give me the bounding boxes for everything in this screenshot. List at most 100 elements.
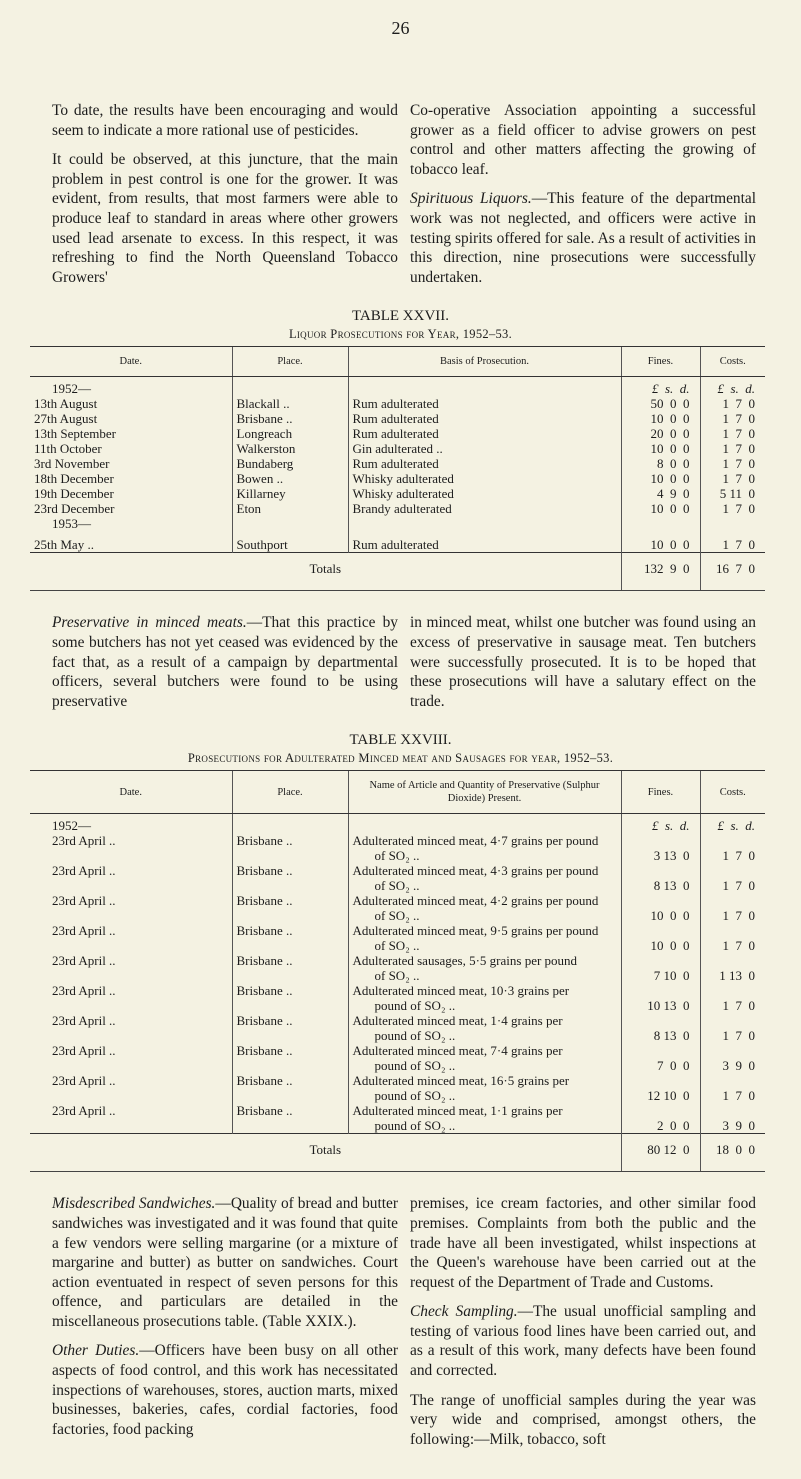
fines-cell: 4 9 0 — [620, 486, 700, 502]
article-cell: Adulterated minced meat, 1·4 grains per p… — [347, 1013, 621, 1044]
top-left-column: To date, the results have been encouragi… — [52, 101, 398, 297]
date-cell: 18th December — [34, 471, 114, 487]
middle-left-column: Preservative in minced meats.—That this … — [52, 613, 398, 721]
date-cell: 23rd April .. — [52, 863, 116, 879]
fines-cell: 2 0 0 — [620, 1103, 700, 1134]
article-line: Adulterated minced meat, 4·2 grains per … — [352, 893, 599, 909]
fines-cell: 10 0 0 — [620, 441, 700, 457]
empty-cell — [620, 516, 700, 532]
minced-meat-prosecutions-table: Date. Place. Name of Article and Quantit… — [30, 770, 765, 1172]
article-line: Adulterated minced meat, 1·4 grains per — [352, 1013, 563, 1029]
table-row: 23rd April .. Brisbane .. Adulterated saus… — [30, 953, 765, 984]
totals-fines: 132 9 0 — [620, 552, 700, 591]
costs-cell: 3 9 0 — [699, 1043, 765, 1074]
article-cell: Adulterated minced meat, 4·7 grains per … — [347, 833, 621, 864]
totals-costs: 16 7 0 — [699, 552, 765, 591]
costs-cell: 5 11 0 — [699, 486, 765, 502]
top-right-column: Co-operative Association appointing a su… — [410, 101, 756, 297]
costs-cell: 1 7 0 — [699, 863, 765, 894]
article-cell: Adulterated minced meat, 4·2 grains per … — [347, 893, 621, 924]
year-label: 1952— — [52, 381, 91, 397]
place-cell: Brisbane .. — [231, 863, 348, 894]
basis-cell: Whisky adulterated — [347, 486, 621, 502]
year-label: 1953— — [52, 516, 91, 532]
paragraph-text: —That this practice by some butchers has… — [52, 614, 398, 710]
year-label: 1952— — [52, 818, 91, 834]
fines-cell: 10 13 0 — [620, 983, 700, 1014]
basis-cell: Whisky adulterated — [347, 471, 621, 487]
place-cell: Walkerston — [231, 441, 348, 457]
costs-cell: 1 7 0 — [699, 456, 765, 472]
place-cell: Brisbane .. — [231, 893, 348, 924]
article-line: pound of SO₂ .. — [374, 1058, 456, 1074]
paragraph-text: —This feature of the departmental work w… — [410, 190, 756, 286]
col-header-basis: Basis of Prosecution. — [347, 346, 621, 378]
article-cell: Adulterated minced meat, 7·4 grains per p… — [347, 1043, 621, 1074]
date-cell: 13th August — [34, 396, 98, 412]
table-row: 23rd April .. Brisbane .. Adulterated minc… — [30, 923, 765, 954]
section-heading: Spirituous Liquors. — [410, 190, 532, 208]
table2-title: TABLE XXVIII. — [349, 732, 452, 749]
col-header-place: Place. — [231, 770, 348, 815]
place-cell: Brisbane .. — [231, 1103, 348, 1134]
place-cell: Brisbane .. — [231, 411, 348, 427]
costs-cell: 1 7 0 — [699, 893, 765, 924]
fines-cell: 10 0 0 — [620, 501, 700, 517]
currency-header: £ s. d. — [651, 818, 690, 834]
costs-cell: 1 7 0 — [699, 833, 765, 864]
place-cell: Brisbane .. — [231, 1043, 348, 1074]
article-line: Adulterated minced meat, 16·5 grains per — [352, 1073, 570, 1089]
empty-cell — [231, 376, 348, 397]
currency-header: £ s. d. — [651, 381, 690, 397]
table-row: 27th August Brisbane .. Rum adulterated 10 … — [30, 411, 765, 427]
top-section: To date, the results have been encouragi… — [0, 101, 801, 297]
date-cell: 23rd April .. — [52, 923, 116, 939]
section-heading: Check Sampling. — [410, 1303, 518, 1321]
date-cell: 3rd November — [34, 456, 110, 472]
currency-header: £ s. d. — [717, 818, 755, 834]
fines-currency-cell: £ s. d. — [620, 376, 700, 397]
middle-section: Preservative in minced meats.—That this … — [0, 613, 801, 721]
costs-cell: 1 7 0 — [699, 426, 765, 442]
fines-currency-cell: £ s. d. — [620, 813, 700, 834]
table-row: 13th August Blackall .. Rum adulterated 50 … — [30, 396, 765, 412]
fines-cell: 3 13 0 — [620, 833, 700, 864]
table2-wrapper: Date. Place. Name of Article and Quantit… — [30, 770, 765, 1173]
costs-cell: 1 7 0 — [699, 1073, 765, 1104]
empty-cell — [347, 516, 621, 532]
basis-cell: Rum adulterated — [347, 531, 621, 553]
table-row: 23rd April .. Brisbane .. Adulterated minc… — [30, 1103, 765, 1134]
totals-label: Totals — [30, 552, 621, 591]
empty-cell — [231, 813, 348, 834]
table-row: 23rd April .. Brisbane .. Adulterated minc… — [30, 983, 765, 1014]
article-cell: Adulterated minced meat, 9·5 grains per … — [347, 923, 621, 954]
article-cell: Adulterated minced meat, 4·3 grains per … — [347, 863, 621, 894]
empty-cell — [347, 813, 621, 834]
article-cell: Adulterated minced meat, 1·1 grains per p… — [347, 1103, 621, 1134]
table-row: 23rd April .. Brisbane .. Adulterated minc… — [30, 833, 765, 864]
article-line: of SO₂ .. — [374, 878, 420, 894]
table1-title: TABLE XXVII. — [351, 308, 450, 325]
paragraph: To date, the results have been encouragi… — [52, 102, 398, 139]
basis-cell: Rum adulterated — [347, 456, 621, 472]
table-row: 18th December Bowen .. Whisky adulterated 1… — [30, 471, 765, 487]
article-line: Adulterated minced meat, 4·7 grains per … — [352, 833, 599, 849]
place-cell: Brisbane .. — [231, 983, 348, 1014]
year-row: 1953— — [30, 516, 765, 532]
place-cell: Longreach — [231, 426, 348, 442]
costs-cell: 1 7 0 — [699, 441, 765, 457]
costs-cell: 1 7 0 — [699, 923, 765, 954]
costs-cell: 1 7 0 — [699, 531, 765, 553]
paragraph: Misdescribed Sandwiches.—Quality of brea… — [52, 1194, 398, 1331]
date-cell: 23rd April .. — [52, 1043, 116, 1059]
table-row: 13th September Longreach Rum adulterated 20… — [30, 426, 765, 442]
costs-currency-cell: £ s. d. — [699, 813, 765, 834]
date-cell: 23rd April .. — [52, 1013, 116, 1029]
fines-cell: 10 0 0 — [620, 471, 700, 487]
table-row: 23rd December Eton Brandy adulterated 10 0 … — [30, 501, 765, 517]
article-cell: Adulterated sausages, 5·5 grains per pou… — [347, 953, 621, 984]
date-cell: 23rd April .. — [52, 983, 116, 999]
date-cell: 23rd April .. — [52, 833, 116, 849]
article-line: pound of SO₂ .. — [374, 1028, 456, 1044]
